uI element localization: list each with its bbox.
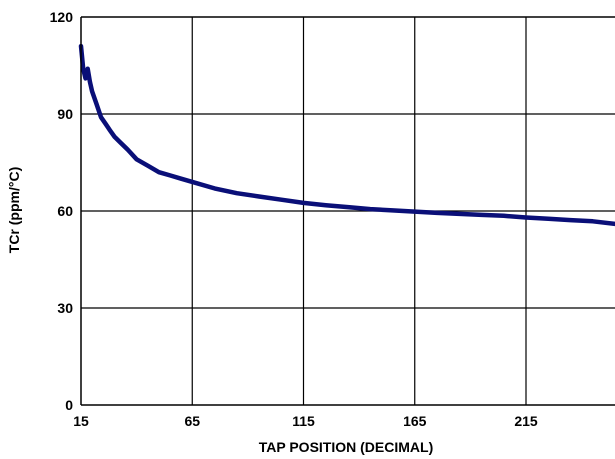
y-tick-label: 60 xyxy=(57,203,73,219)
plot-frame xyxy=(80,16,615,406)
y-axis-ticks: 0 30 60 90 120 xyxy=(50,9,74,413)
y-tick-label: 0 xyxy=(65,397,73,413)
y-axis-title: TCr (ppm/°C) xyxy=(6,167,22,253)
y-tick-label: 120 xyxy=(50,9,74,25)
x-tick-label: 115 xyxy=(292,413,315,429)
y-tick-label: 90 xyxy=(57,106,73,122)
plot-area xyxy=(78,43,615,227)
y-tick-label: 30 xyxy=(57,300,73,316)
x-tick-label: 165 xyxy=(403,413,427,429)
x-tick-label: 65 xyxy=(184,413,200,429)
x-axis-ticks: 15 65 115 165 215 xyxy=(73,413,538,429)
x-tick-label: 215 xyxy=(514,413,538,429)
x-tick-label: 15 xyxy=(73,413,89,429)
grid xyxy=(81,17,615,405)
series-line xyxy=(78,43,615,227)
x-axis-title: TAP POSITION (DECIMAL) xyxy=(259,439,433,455)
